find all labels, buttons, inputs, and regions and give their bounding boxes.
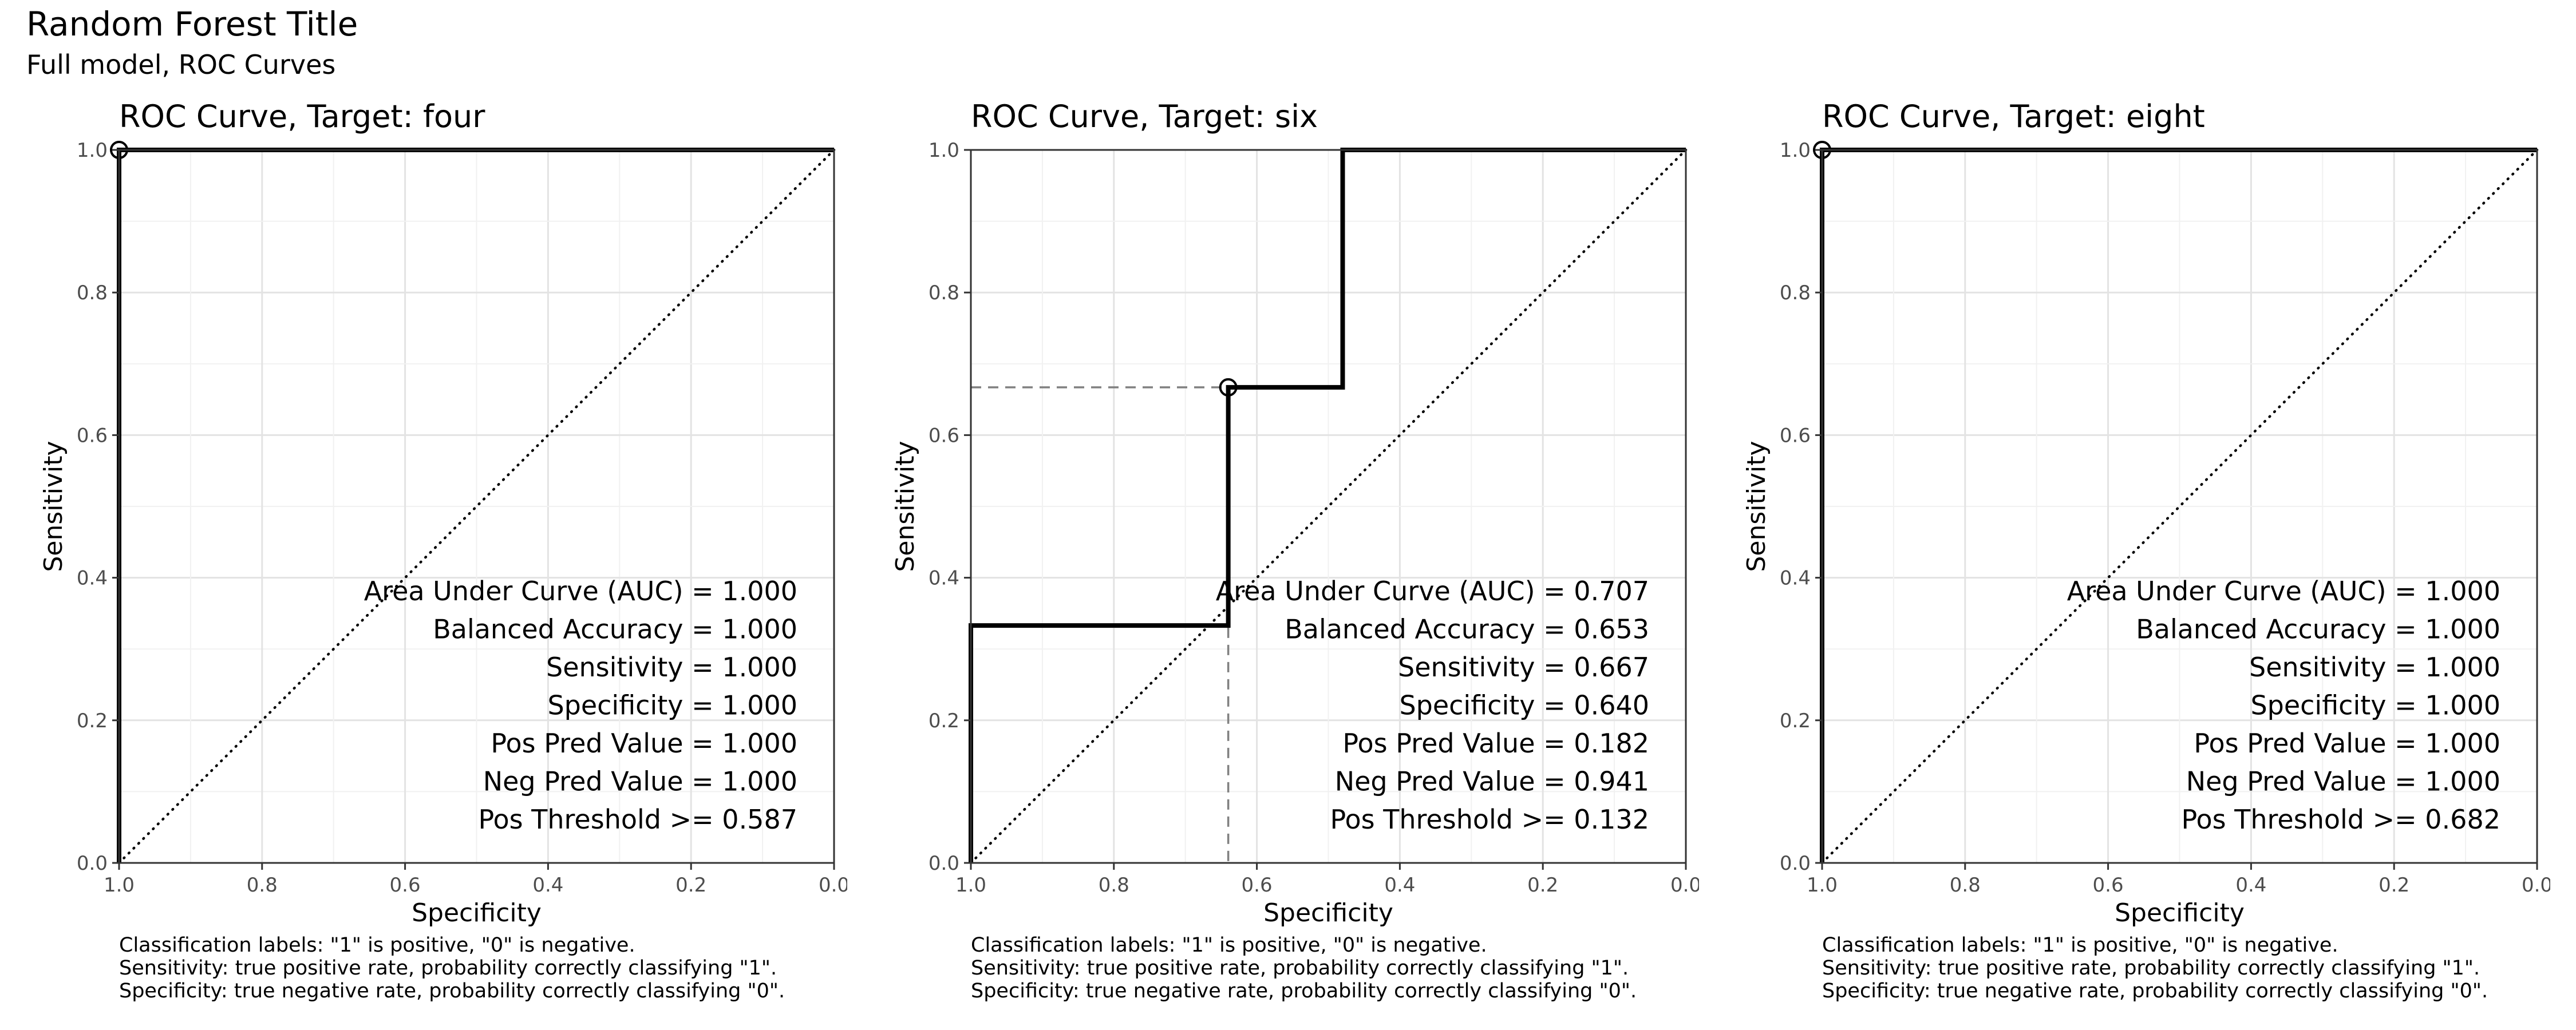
caption-line: Classification labels: "1" is positive, … <box>119 934 635 957</box>
x-tick-label: 0.4 <box>2235 874 2266 897</box>
stat-line: Specificity = 1.000 <box>547 690 797 721</box>
y-tick-label: 0.0 <box>1780 852 1811 875</box>
x-tick-label: 0.2 <box>2379 874 2409 897</box>
y-tick-label: 0.0 <box>77 852 108 875</box>
y-tick-label: 0.6 <box>1780 424 1811 447</box>
y-tick-label: 0.8 <box>929 282 959 304</box>
roc-chart-four: ROC Curve, Target: four 1.0 0.8 0.6 0.4 0.2 0.… <box>39 98 847 928</box>
x-tick-label: 1.0 <box>104 874 135 897</box>
plot-border <box>118 149 835 864</box>
x-tick-label: 0.0 <box>819 874 847 897</box>
x-tick-label: 1.0 <box>955 874 986 897</box>
x-tick-label: 0.4 <box>532 874 563 897</box>
x-tick-label: 0.8 <box>247 874 278 897</box>
stat-line: Neg Pred Value = 1.000 <box>483 766 797 797</box>
x-axis-title: Specificity <box>412 898 542 928</box>
stat-line: Pos Threshold >= 0.132 <box>1330 804 1649 835</box>
x-axis-title: Specificity <box>1263 898 1393 928</box>
caption-block: Classification labels: "1" is positive, … <box>1822 934 2488 1003</box>
x-tick-label: 0.2 <box>1527 874 1558 897</box>
y-tick-label: 0.2 <box>77 710 108 732</box>
x-tick-label: 0.4 <box>1384 874 1415 897</box>
x-tick-label: 1.0 <box>1807 874 1838 897</box>
optimal-point-marker <box>1219 378 1238 397</box>
stat-line: Specificity = 0.640 <box>1399 690 1649 721</box>
y-tick-label: 0.0 <box>929 852 959 875</box>
stat-line: Pos Threshold >= 0.587 <box>478 804 797 835</box>
roc-chart-six: ROC Curve, Target: six 1.0 0.8 0.6 0.4 0.2 0.0… <box>891 98 1699 928</box>
stat-line: Area Under Curve (AUC) = 0.707 <box>1216 576 1649 607</box>
y-tick-label: 0.4 <box>929 567 959 590</box>
figure-title: Random Forest Title <box>26 5 358 43</box>
y-axis-title: Sensitivity <box>1742 441 1771 572</box>
panel-title: ROC Curve, Target: four <box>119 98 485 134</box>
y-tick-label: 0.2 <box>929 710 959 732</box>
stat-line: Pos Threshold >= 0.682 <box>2181 804 2500 835</box>
roc-chart-eight: ROC Curve, Target: eight 1.0 0.8 0.6 0.4 0.2 0… <box>1742 98 2550 928</box>
caption-line: Specificity: true negative rate, probabi… <box>971 980 1637 1003</box>
stat-line: Area Under Curve (AUC) = 1.000 <box>2067 576 2500 607</box>
stat-line: Sensitivity = 1.000 <box>2249 652 2500 683</box>
stat-line: Sensitivity = 0.667 <box>1398 652 1649 683</box>
y-tick-label: 1.0 <box>77 139 108 162</box>
y-axis-title: Sensitivity <box>891 441 920 572</box>
plot-border <box>1821 149 2538 864</box>
x-tick-label: 0.8 <box>1099 874 1129 897</box>
plot-border <box>970 149 1687 864</box>
panel-title: ROC Curve, Target: six <box>971 98 1318 134</box>
y-tick-label: 0.6 <box>929 424 959 447</box>
figure-subtitle: Full model, ROC Curves <box>26 49 336 80</box>
caption-line: Sensitivity: true positive rate, probabi… <box>119 957 777 980</box>
y-axis-title: Sensitivity <box>39 441 68 572</box>
y-tick-label: 0.6 <box>77 424 108 447</box>
caption-line: Sensitivity: true positive rate, probabi… <box>971 957 1629 980</box>
caption-line: Classification labels: "1" is positive, … <box>971 934 1487 957</box>
stat-line: Sensitivity = 1.000 <box>546 652 797 683</box>
y-tick-label: 0.4 <box>77 567 108 590</box>
stat-line: Pos Pred Value = 0.182 <box>1342 728 1649 759</box>
y-tick-label: 0.8 <box>1780 282 1811 304</box>
x-tick-label: 0.8 <box>1950 874 1981 897</box>
stat-line: Neg Pred Value = 1.000 <box>2186 766 2500 797</box>
x-tick-label: 0.2 <box>675 874 706 897</box>
caption-block: Classification labels: "1" is positive, … <box>119 934 785 1003</box>
y-tick-label: 0.8 <box>77 282 108 304</box>
y-tick-label: 1.0 <box>929 139 959 162</box>
y-tick-label: 0.2 <box>1780 710 1811 732</box>
caption-block: Classification labels: "1" is positive, … <box>971 934 1637 1003</box>
stat-line: Pos Pred Value = 1.000 <box>2194 728 2500 759</box>
caption-line: Sensitivity: true positive rate, probabi… <box>1822 957 2480 980</box>
caption-line: Specificity: true negative rate, probabi… <box>1822 980 2488 1003</box>
stat-line: Balanced Accuracy = 1.000 <box>2136 614 2500 645</box>
x-tick-label: 0.0 <box>1670 874 1699 897</box>
roc-panel-six: ROC Curve, Target: six 1.0 0.8 0.6 0.4 0.2 0.0… <box>852 0 1699 1030</box>
caption-line: Classification labels: "1" is positive, … <box>1822 934 2338 957</box>
caption-line: Specificity: true negative rate, probabi… <box>119 980 785 1003</box>
y-tick-label: 1.0 <box>1780 139 1811 162</box>
stat-line: Area Under Curve (AUC) = 1.000 <box>364 576 797 607</box>
x-tick-label: 0.6 <box>1242 874 1273 897</box>
stat-line: Balanced Accuracy = 1.000 <box>433 614 797 645</box>
x-tick-label: 0.0 <box>2522 874 2550 897</box>
panel-title: ROC Curve, Target: eight <box>1822 98 2205 134</box>
x-tick-label: 0.6 <box>390 874 421 897</box>
x-tick-label: 0.6 <box>2093 874 2124 897</box>
stat-line: Balanced Accuracy = 0.653 <box>1285 614 1649 645</box>
y-tick-label: 0.4 <box>1780 567 1811 590</box>
x-axis-title: Specificity <box>2115 898 2245 928</box>
stat-line: Pos Pred Value = 1.000 <box>491 728 797 759</box>
stat-line: Specificity = 1.000 <box>2250 690 2500 721</box>
roc-panel-four: ROC Curve, Target: four 1.0 0.8 0.6 0.4 0.2 0.… <box>0 0 847 1030</box>
roc-panel-eight: ROC Curve, Target: eight 1.0 0.8 0.6 0.4 0.2 0… <box>1703 0 2550 1030</box>
stat-line: Neg Pred Value = 0.941 <box>1335 766 1649 797</box>
